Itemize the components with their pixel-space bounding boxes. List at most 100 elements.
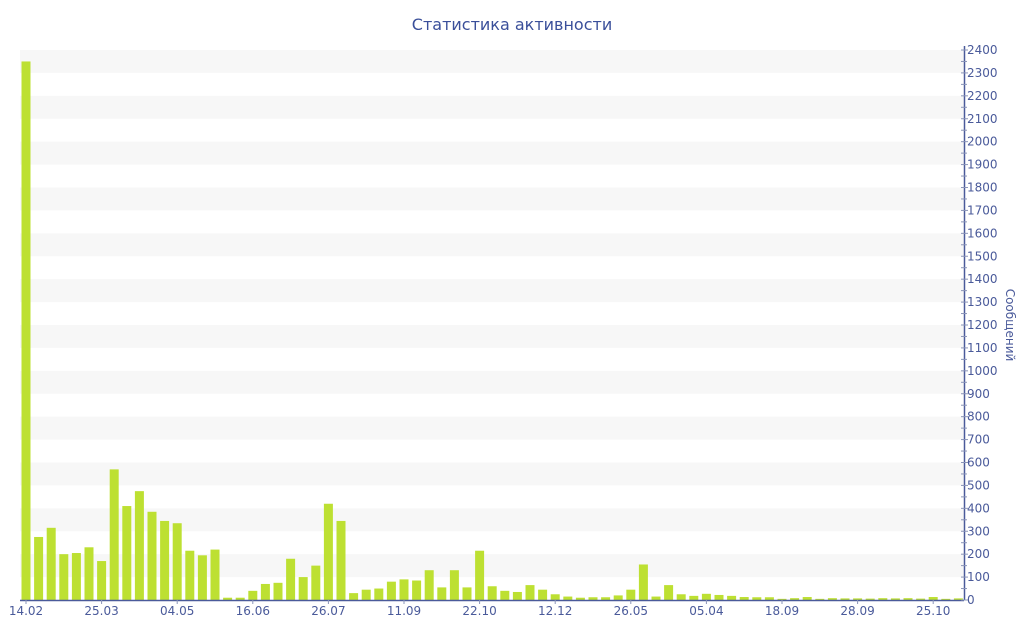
y-tick-label: 200 [967, 547, 990, 561]
bar [260, 583, 270, 600]
y-tick-label: 2100 [967, 112, 998, 126]
bar [374, 588, 384, 600]
bar [777, 598, 787, 600]
y-tick-label: 1500 [967, 249, 998, 263]
bar [701, 593, 711, 600]
y-tick-label: 2300 [967, 66, 998, 80]
bar [802, 597, 812, 600]
bar [97, 561, 107, 600]
bar [953, 598, 963, 600]
bar [928, 597, 938, 600]
grid-band [20, 554, 964, 578]
grid-band [20, 325, 964, 348]
bar [412, 580, 422, 600]
bar [714, 594, 724, 600]
y-tick-label: 2000 [967, 135, 998, 149]
bar [185, 550, 195, 600]
bar [916, 598, 926, 600]
bar [197, 555, 207, 600]
bar [676, 594, 686, 600]
bar [134, 491, 144, 600]
bar [613, 595, 623, 600]
y-tick-label: 0 [967, 593, 975, 607]
bar [286, 558, 296, 600]
bar [739, 597, 749, 600]
bar [512, 591, 522, 600]
bar [386, 581, 396, 600]
y-tick-label: 2200 [967, 89, 998, 103]
x-tick-label: 05.04 [689, 604, 723, 618]
x-tick-label: 04.05 [160, 604, 194, 618]
x-tick-label: 16.06 [236, 604, 270, 618]
bar [903, 598, 913, 600]
grid-band [20, 279, 964, 303]
bar [525, 585, 535, 600]
y-tick-label: 400 [967, 501, 990, 515]
bar [172, 523, 182, 600]
y-axis-label: Сообщений [1003, 289, 1017, 362]
bar [689, 595, 699, 600]
bar [323, 503, 333, 600]
y-tick-label: 2400 [967, 43, 998, 57]
y-tick-label: 1700 [967, 203, 998, 217]
bar [563, 596, 573, 600]
bar [462, 587, 472, 600]
bar [235, 597, 245, 600]
x-tick-label: 12.12 [538, 604, 572, 618]
grid-band [20, 187, 964, 211]
y-tick-label: 1400 [967, 272, 998, 286]
bar [160, 520, 170, 600]
bar [424, 570, 434, 600]
x-tick-label: 11.09 [387, 604, 421, 618]
bar [210, 549, 220, 600]
bar [59, 554, 69, 600]
bar [840, 598, 850, 600]
bar [336, 520, 346, 600]
grid-band [20, 508, 964, 532]
y-tick-label: 1000 [967, 364, 998, 378]
y-tick-label: 300 [967, 524, 990, 538]
bar [34, 536, 44, 600]
bar [790, 598, 800, 600]
grid-band [20, 416, 964, 440]
grid-band [20, 233, 964, 257]
bar [223, 597, 233, 600]
bar [890, 598, 900, 600]
y-tick-label: 700 [967, 433, 990, 447]
y-tick-label: 1900 [967, 158, 998, 172]
bar [752, 597, 762, 600]
bar [588, 597, 598, 600]
x-tick-label: 25.03 [84, 604, 118, 618]
bar [575, 597, 585, 600]
x-tick-label: 18.09 [765, 604, 799, 618]
x-tick-label: 22.10 [462, 604, 496, 618]
bar [853, 598, 863, 600]
bar [764, 597, 774, 600]
y-tick-label: 600 [967, 456, 990, 470]
chart-title: Статистика активности [411, 15, 613, 34]
bar [815, 598, 825, 600]
y-tick-label: 1100 [967, 341, 998, 355]
x-tick-label: 26.07 [311, 604, 345, 618]
bar [437, 587, 447, 600]
y-tick-label: 1200 [967, 318, 998, 332]
bar [298, 577, 308, 600]
x-tick-label: 28.09 [840, 604, 874, 618]
bar [273, 582, 283, 600]
x-tick-label: 25.10 [916, 604, 950, 618]
bar [399, 579, 409, 600]
bar [865, 598, 875, 600]
bar [941, 598, 951, 600]
bar [147, 511, 157, 600]
bar [475, 550, 485, 600]
y-tick-label: 1600 [967, 226, 998, 240]
bar [349, 593, 359, 600]
bar [601, 597, 611, 600]
grid-band [20, 141, 964, 165]
y-tick-label: 800 [967, 410, 990, 424]
y-tick-label: 1800 [967, 181, 998, 195]
grid-band [20, 50, 964, 73]
bar [21, 61, 31, 601]
x-tick-label: 14.02 [9, 604, 43, 618]
